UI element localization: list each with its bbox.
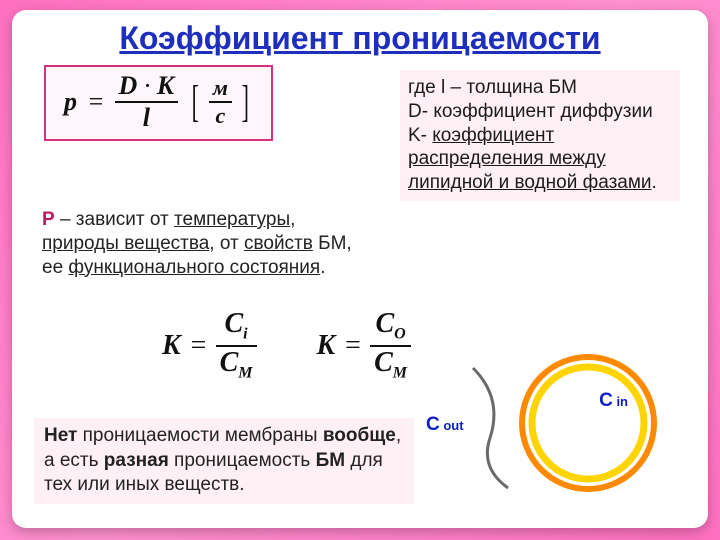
- inner-ring: [532, 367, 644, 479]
- c-in-base: C: [599, 390, 613, 411]
- k2-num-sub: O: [394, 326, 406, 343]
- equals-sign: =: [87, 87, 105, 117]
- dot-operator: ·: [144, 71, 151, 100]
- k-formulas-row: K = Ci CM K = CO CM: [162, 310, 411, 381]
- bn-t1: проницаемости мембраны: [77, 425, 322, 446]
- numerator-D: D: [119, 71, 138, 100]
- c-out-base: C: [426, 414, 440, 435]
- pd-u2: природы вещества: [42, 233, 209, 254]
- c-in-label: C in: [599, 390, 628, 412]
- k1-num-base: C: [224, 308, 243, 339]
- pd-t1: – зависит от: [55, 209, 174, 230]
- def-pre: где: [408, 77, 441, 98]
- pd-period: .: [320, 257, 325, 278]
- pd-u1: температуры: [174, 209, 290, 230]
- c-out-label: C out: [426, 414, 464, 436]
- main-fraction: D · K l: [115, 73, 179, 131]
- unit-fraction: м с: [209, 77, 232, 127]
- def-period: .: [652, 172, 657, 193]
- k2-num-base: C: [375, 308, 394, 339]
- pd-u3: свойств: [244, 233, 313, 254]
- k-formula-2: K = CO CM: [317, 310, 412, 381]
- definitions-block: где l – толщина БМ D- коэффициент диффуз…: [400, 70, 680, 201]
- p-letter: P: [42, 209, 55, 230]
- k1-num-sub: i: [243, 326, 247, 343]
- bn-b3: разная: [104, 450, 169, 471]
- k2-lhs: K: [317, 330, 336, 362]
- outside-curve: [473, 368, 508, 488]
- unit-bracket: [ м с ]: [188, 77, 252, 127]
- pd-c1: ,: [290, 209, 295, 230]
- def-l-text: – толщина БМ: [445, 77, 577, 98]
- bn-b1: Нет: [44, 425, 77, 446]
- k1-den-base: C: [220, 347, 239, 378]
- bn-t3: проницаемость: [169, 450, 316, 471]
- bn-b2: вообще: [323, 425, 396, 446]
- p-depends-block: P – зависит от температуры, природы веще…: [42, 208, 372, 279]
- def-line-2: D- коэффициент диффузии: [408, 100, 672, 124]
- numerator-K: K: [157, 71, 174, 100]
- def-k-pre: K-: [408, 125, 432, 146]
- bracket-left: [: [192, 84, 199, 119]
- k2-den-sub: M: [393, 364, 407, 381]
- bottom-note: Нет проницаемости мембраны вообще, а ест…: [34, 418, 414, 504]
- c-in-sub: in: [613, 394, 628, 409]
- pd-u4: функционального состояния: [68, 257, 320, 278]
- pd-c2: , от: [209, 233, 244, 254]
- formula-lhs: p: [64, 87, 77, 117]
- c-out-sub: out: [440, 418, 464, 433]
- k2-den-base: C: [374, 347, 393, 378]
- permeability-formula-box: p = D · K l [ м с ]: [44, 65, 273, 141]
- def-line-1: где l – толщина БМ: [408, 76, 672, 100]
- k2-eq: =: [343, 330, 362, 362]
- k2-frac: CO CM: [370, 310, 411, 381]
- def-k-link: коэффициент распределения между липидной…: [408, 125, 652, 194]
- def-line-3: K- коэффициент распределения между липид…: [408, 124, 672, 195]
- k1-lhs: K: [162, 330, 181, 362]
- outer-ring: [522, 357, 654, 489]
- k-formula-1: K = Ci CM: [162, 310, 257, 381]
- k1-frac: Ci CM: [216, 310, 257, 381]
- denominator-l: l: [139, 105, 154, 131]
- slide-card: Коэффициент проницаемости p = D · K l [ …: [12, 10, 708, 528]
- unit-den: с: [211, 105, 229, 127]
- k1-den-sub: M: [238, 364, 252, 381]
- permeability-formula: p = D · K l [ м с ]: [64, 73, 253, 131]
- slide-title: Коэффициент проницаемости: [34, 20, 686, 57]
- unit-num: м: [209, 77, 232, 99]
- bn-b4: БМ: [316, 450, 345, 471]
- k1-eq: =: [189, 330, 208, 362]
- bracket-right: ]: [242, 84, 249, 119]
- membrane-diagram: C out C in: [418, 338, 678, 508]
